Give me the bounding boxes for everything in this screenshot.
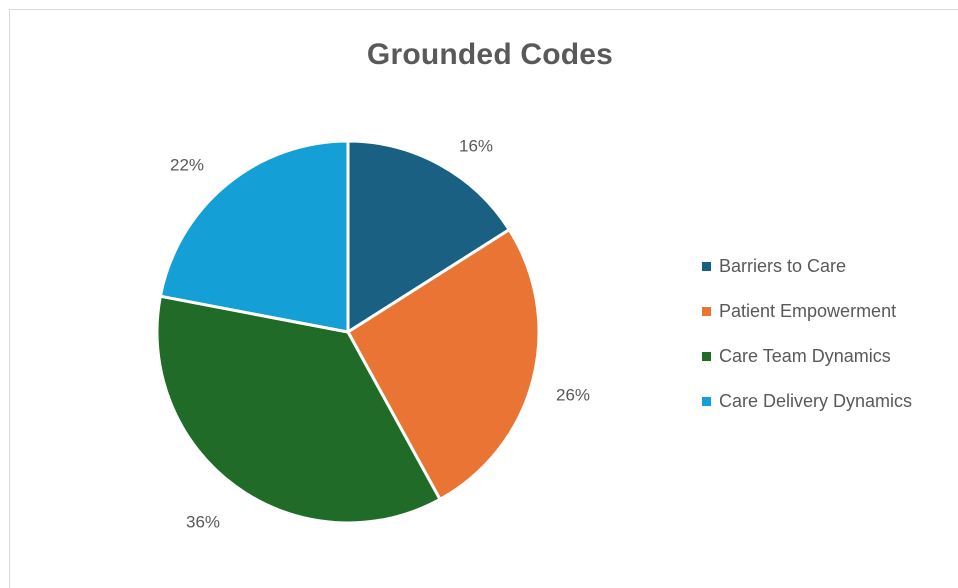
- pie-slice-1: [346, 139, 511, 334]
- chart-title: Grounded Codes: [366, 38, 614, 71]
- legend-label: Barriers to Care: [719, 255, 847, 276]
- legend-label: Care Delivery Dynamics: [719, 390, 913, 411]
- data-label-2: 26%: [556, 385, 590, 404]
- legend-item-1: Barriers to Care: [702, 255, 912, 277]
- pie-slice-3: [155, 294, 442, 525]
- legend-swatch: [702, 396, 711, 406]
- data-label-4: 22%: [170, 155, 204, 174]
- legend-swatch: [702, 351, 711, 361]
- legend-swatch: [702, 261, 711, 271]
- legend-item-2: Patient Empowerment: [702, 300, 912, 322]
- pie-slice-2: [346, 228, 541, 501]
- chart-frame: [9, 9, 958, 588]
- legend-label: Care Team Dynamics: [719, 345, 891, 366]
- legend-item-4: Care Delivery Dynamics: [702, 390, 912, 412]
- legend: Barriers to Care Patient Empowerment Care …: [702, 255, 912, 435]
- data-label-1: 16%: [459, 136, 493, 155]
- legend-item-3: Care Team Dynamics: [702, 345, 912, 367]
- data-label-3: 36%: [186, 512, 220, 531]
- legend-swatch: [702, 306, 711, 316]
- legend-label: Patient Empowerment: [719, 300, 897, 321]
- pie-slice-4: [158, 139, 350, 334]
